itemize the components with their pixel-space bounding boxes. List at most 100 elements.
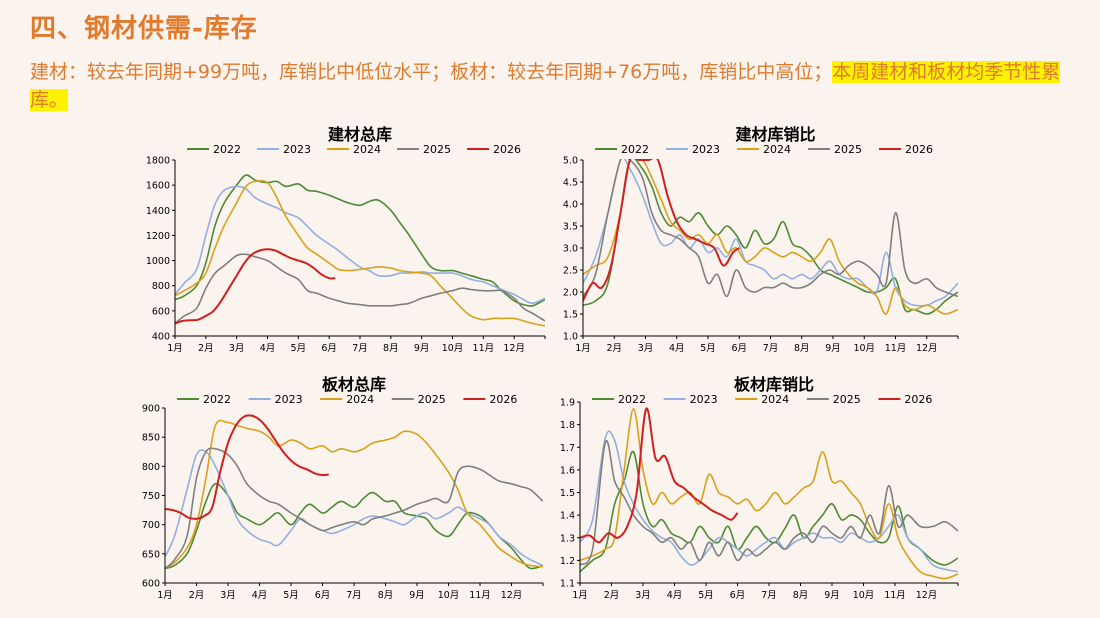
chart-title: 板材库销比 bbox=[734, 375, 814, 394]
legend-label-2022: 2022 bbox=[618, 393, 646, 406]
x-tick-label: 9月 bbox=[414, 343, 430, 354]
y-tick-label: 650 bbox=[142, 549, 160, 560]
legend-label-2023: 2023 bbox=[275, 393, 303, 406]
x-tick-label: 6月 bbox=[731, 343, 747, 354]
series-line-2025 bbox=[580, 439, 958, 566]
x-tick-label: 12月 bbox=[501, 590, 523, 601]
x-tick-label: 12月 bbox=[916, 590, 938, 601]
series-line-2023 bbox=[175, 185, 545, 305]
x-tick-label: 2月 bbox=[189, 590, 205, 601]
series-line-2023 bbox=[583, 159, 958, 307]
x-tick-label: 1月 bbox=[575, 343, 591, 354]
description-text: 建材：较去年同期+99万吨，库销比中低位水平；板材：较去年同期+76万吨，库销比… bbox=[30, 61, 833, 83]
legend-label-2025: 2025 bbox=[834, 143, 862, 156]
x-tick-label: 7月 bbox=[346, 590, 362, 601]
series-line-2026 bbox=[175, 248, 336, 325]
y-tick-label: 700 bbox=[142, 520, 160, 531]
x-tick-label: 11月 bbox=[885, 343, 907, 354]
page-description: 建材：较去年同期+99万吨，库销比中低位水平；板材：较去年同期+76万吨，库销比… bbox=[30, 58, 1080, 114]
x-tick-label: 7月 bbox=[763, 343, 779, 354]
x-tick-label: 4月 bbox=[252, 590, 268, 601]
series-line-2024 bbox=[175, 179, 545, 327]
y-tick-label: 3.0 bbox=[563, 244, 578, 255]
x-tick-label: 1月 bbox=[167, 343, 183, 354]
y-tick-label: 800 bbox=[152, 281, 170, 292]
x-tick-label: 2月 bbox=[198, 343, 214, 354]
x-tick-label: 7月 bbox=[352, 343, 368, 354]
y-tick-label: 1.0 bbox=[563, 332, 578, 343]
x-tick-label: 12月 bbox=[503, 343, 525, 354]
legend-label-2023: 2023 bbox=[690, 393, 718, 406]
y-tick-label: 600 bbox=[152, 306, 170, 317]
series-line-2026 bbox=[583, 159, 740, 302]
x-tick-label: 2月 bbox=[604, 590, 620, 601]
series-line-2026 bbox=[580, 407, 739, 544]
x-tick-label: 9月 bbox=[824, 590, 840, 601]
series-line-2022 bbox=[580, 450, 958, 573]
series-line-2022 bbox=[165, 482, 543, 570]
y-tick-label: 1.6 bbox=[560, 465, 575, 476]
legend-label-2022: 2022 bbox=[203, 393, 231, 406]
legend-label-2025: 2025 bbox=[423, 143, 451, 156]
x-tick-label: 1月 bbox=[572, 590, 588, 601]
y-tick-label: 4.0 bbox=[563, 200, 578, 211]
x-tick-label: 11月 bbox=[884, 590, 906, 601]
y-tick-label: 1.3 bbox=[560, 533, 575, 544]
x-tick-label: 6月 bbox=[321, 343, 337, 354]
x-tick-label: 3月 bbox=[638, 343, 654, 354]
legend-label-2024: 2024 bbox=[761, 393, 789, 406]
legend-label-2026: 2026 bbox=[904, 393, 932, 406]
x-tick-label: 5月 bbox=[283, 590, 299, 601]
series-line-2022 bbox=[583, 159, 958, 315]
legend-label-2022: 2022 bbox=[213, 143, 241, 156]
series-line-2024 bbox=[583, 159, 958, 315]
y-tick-label: 5.0 bbox=[563, 156, 578, 167]
chart-building-inventory: 建材总库 2022 2023 2024 2025 2026 400 600 800 1000 120… bbox=[146, 125, 546, 354]
chart-building-stock-sales-ratio: 建材库销比 2022 2023 2024 2025 2026 1.0 1.5 2.0 2.5 3.0… bbox=[563, 125, 959, 354]
x-tick-label: 1月 bbox=[157, 590, 173, 601]
page-title: 四、钢材供需-库存 bbox=[30, 14, 258, 44]
y-tick-label: 1.8 bbox=[560, 420, 575, 431]
legend-label-2023: 2023 bbox=[692, 143, 720, 156]
x-tick-label: 9月 bbox=[825, 343, 841, 354]
y-tick-label: 1600 bbox=[146, 181, 170, 192]
x-tick-label: 7月 bbox=[761, 590, 777, 601]
y-tick-label: 750 bbox=[142, 491, 160, 502]
x-tick-label: 8月 bbox=[794, 343, 810, 354]
y-tick-label: 850 bbox=[142, 433, 160, 444]
x-tick-label: 5月 bbox=[698, 590, 714, 601]
y-tick-label: 1.4 bbox=[560, 511, 575, 522]
y-tick-label: 1.5 bbox=[563, 310, 578, 321]
y-tick-label: 1800 bbox=[146, 156, 170, 167]
x-tick-label: 3月 bbox=[229, 343, 245, 354]
x-tick-label: 10月 bbox=[438, 590, 460, 601]
y-tick-label: 2.0 bbox=[563, 288, 578, 299]
x-tick-label: 10月 bbox=[442, 343, 464, 354]
x-tick-label: 11月 bbox=[473, 343, 495, 354]
legend-label-2025: 2025 bbox=[833, 393, 861, 406]
x-tick-label: 9月 bbox=[409, 590, 425, 601]
x-tick-label: 3月 bbox=[220, 590, 236, 601]
x-tick-label: 5月 bbox=[291, 343, 307, 354]
y-tick-label: 2.5 bbox=[563, 266, 578, 277]
x-tick-label: 10月 bbox=[853, 590, 875, 601]
legend-label-2022: 2022 bbox=[621, 143, 649, 156]
series-line-2026 bbox=[165, 414, 329, 520]
x-tick-label: 4月 bbox=[260, 343, 276, 354]
series-line-2025 bbox=[165, 447, 543, 570]
series-line-2025 bbox=[583, 159, 958, 298]
series-line-2024 bbox=[165, 419, 543, 570]
legend-label-2026: 2026 bbox=[489, 393, 517, 406]
x-tick-label: 11月 bbox=[469, 590, 491, 601]
x-tick-label: 6月 bbox=[315, 590, 331, 601]
chart-title: 建材库销比 bbox=[735, 125, 815, 144]
x-tick-label: 5月 bbox=[700, 343, 716, 354]
y-tick-label: 1200 bbox=[146, 231, 170, 242]
y-tick-label: 1400 bbox=[146, 206, 170, 217]
x-tick-label: 12月 bbox=[916, 343, 938, 354]
y-tick-label: 600 bbox=[142, 579, 160, 590]
x-tick-label: 8月 bbox=[383, 343, 399, 354]
chart-plate-stock-sales-ratio: 板材库销比 2022 2023 2024 2025 2026 1.1 1.2 1.3 1.4 1.5… bbox=[560, 375, 959, 601]
y-tick-label: 900 bbox=[142, 404, 160, 415]
x-tick-label: 4月 bbox=[667, 590, 683, 601]
